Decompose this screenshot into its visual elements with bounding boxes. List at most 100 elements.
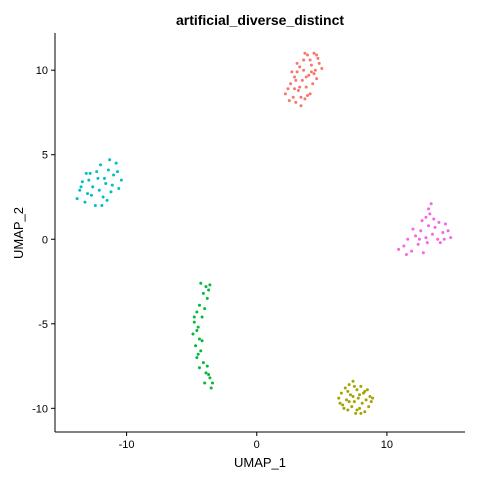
data-point (428, 212, 432, 216)
data-point (402, 244, 406, 248)
data-point (295, 70, 299, 74)
x-axis-ticks: -10 0 10 (119, 432, 393, 451)
data-point (420, 219, 424, 223)
data-point (207, 288, 211, 292)
data-point (200, 315, 204, 319)
data-point (300, 78, 304, 82)
data-point (363, 410, 367, 414)
data-point (197, 337, 201, 341)
data-point (287, 99, 291, 103)
data-point (313, 68, 317, 72)
data-point (102, 176, 106, 180)
data-point (110, 183, 114, 187)
data-point (356, 396, 360, 400)
data-point (108, 158, 112, 162)
data-point (295, 61, 299, 65)
data-point (369, 400, 373, 404)
data-point (363, 389, 367, 393)
data-point (117, 187, 121, 191)
data-point (86, 192, 90, 196)
data-point (355, 388, 359, 392)
data-point (360, 401, 364, 405)
data-point (425, 241, 429, 245)
data-point (397, 247, 401, 251)
data-point (347, 400, 351, 404)
data-point (430, 232, 434, 236)
data-point (442, 237, 446, 241)
data-point (427, 224, 431, 228)
data-point (304, 75, 308, 79)
data-point (312, 51, 316, 55)
y-tick-label: 5 (42, 150, 48, 162)
data-point (99, 163, 103, 167)
data-point (78, 188, 82, 192)
data-point (203, 381, 207, 385)
data-point (298, 65, 302, 69)
data-point (289, 82, 293, 86)
data-point (404, 252, 408, 256)
data-point (419, 229, 423, 233)
data-point (84, 171, 88, 175)
x-tick-label: -10 (119, 439, 135, 451)
data-point (358, 406, 362, 410)
data-point (364, 398, 368, 402)
data-point (443, 222, 447, 226)
data-point (346, 389, 350, 393)
data-point (100, 203, 104, 207)
data-point (429, 202, 433, 206)
data-point (199, 281, 203, 285)
data-point (355, 408, 359, 412)
data-point (298, 85, 302, 89)
data-point (417, 237, 421, 241)
data-point (303, 51, 307, 55)
data-point (306, 94, 310, 98)
data-point (80, 180, 84, 184)
data-point (89, 193, 93, 197)
data-point (432, 217, 436, 221)
y-axis-ticks: -10 -5 0 5 10 (32, 65, 55, 415)
data-point (292, 75, 296, 79)
data-point (309, 70, 313, 74)
data-point (201, 291, 205, 295)
data-point (433, 225, 437, 229)
data-point (371, 396, 375, 400)
data-point (304, 85, 308, 89)
data-point (338, 401, 342, 405)
data-point (302, 58, 306, 62)
data-point (195, 356, 199, 360)
data-point (345, 398, 349, 402)
data-point (446, 229, 450, 233)
data-point (195, 310, 199, 314)
data-point (436, 237, 440, 241)
data-point (210, 381, 214, 385)
data-point (341, 403, 345, 407)
data-point (204, 285, 208, 289)
y-tick-label: -5 (38, 319, 48, 331)
data-point (114, 161, 118, 165)
data-point (208, 376, 212, 380)
data-point (308, 92, 312, 96)
data-point (112, 173, 116, 177)
data-point (351, 379, 355, 383)
data-point (312, 72, 316, 76)
data-point (427, 207, 431, 211)
data-point (93, 203, 97, 207)
data-point (309, 63, 313, 67)
data-point (307, 73, 311, 77)
data-point (296, 88, 300, 92)
y-axis-label: UMAP_2 (11, 207, 26, 259)
data-point (308, 58, 312, 62)
data-point (96, 176, 100, 180)
data-point (302, 68, 306, 72)
data-point (192, 315, 196, 319)
data-point (209, 386, 213, 390)
data-point (294, 78, 298, 82)
chart-title: artificial_diverse_distinct (176, 12, 344, 28)
data-point (410, 249, 414, 253)
data-point (283, 92, 287, 96)
data-point (196, 325, 200, 329)
data-point (104, 181, 108, 185)
data-point (317, 61, 321, 65)
data-point (106, 168, 110, 172)
data-point (316, 56, 320, 60)
